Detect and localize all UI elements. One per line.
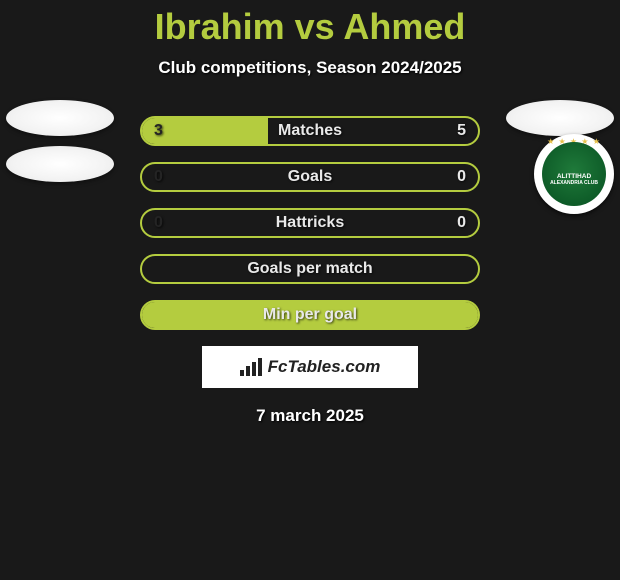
stat-label: Hattricks [142, 210, 478, 236]
footer-date: 7 march 2025 [0, 406, 620, 426]
comparison-rows: 3 5 Matches ★ ★ ★ ★ ★ ALITTIHADALEXANDRI… [0, 110, 620, 340]
player-badge-ellipse [506, 100, 614, 136]
comparison-row: Min per goal [0, 294, 620, 340]
comparison-row: Goals per match [0, 248, 620, 294]
comparison-row: 0 0 Hattricks [0, 202, 620, 248]
brand-text: FcTables.com [268, 357, 381, 377]
fctables-brand: FcTables.com [202, 346, 418, 388]
page-title: Ibrahim vs Ahmed [0, 0, 620, 48]
subtitle: Club competitions, Season 2024/2025 [0, 58, 620, 78]
bar-chart-icon [240, 358, 262, 376]
stat-pill: Goals per match [140, 254, 480, 284]
player-badge-ellipse [6, 146, 114, 182]
stat-label: Matches [142, 118, 478, 144]
stat-pill: 0 0 Hattricks [140, 208, 480, 238]
comparison-row: ★ ★ ★ ★ ★ ALITTIHADALEXANDRIA CLUB 0 0 G… [0, 156, 620, 202]
stat-label: Min per goal [142, 302, 478, 328]
stat-pill: 0 0 Goals [140, 162, 480, 192]
stat-pill: Min per goal [140, 300, 480, 330]
stat-label: Goals per match [142, 256, 478, 282]
stat-pill: 3 5 Matches [140, 116, 480, 146]
stat-label: Goals [142, 164, 478, 190]
player-badge-ellipse [6, 100, 114, 136]
